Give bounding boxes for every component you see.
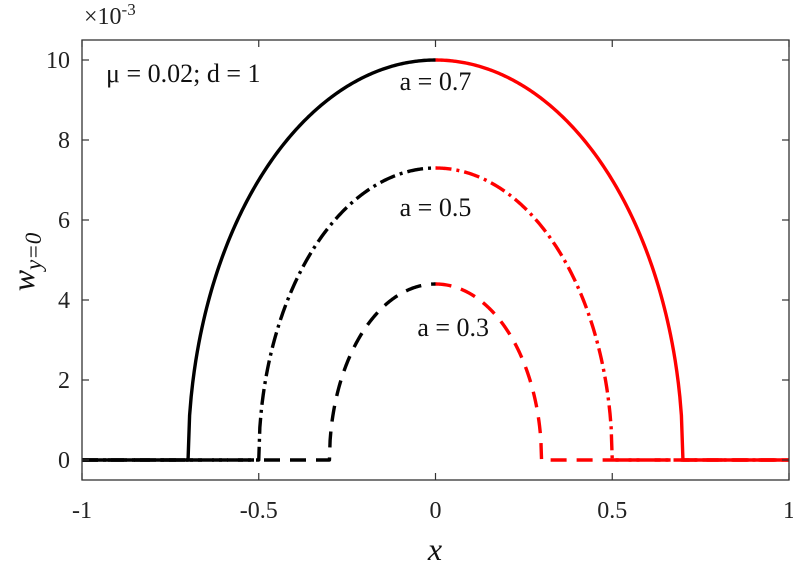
x-tick-label: -1 [72,498,92,524]
x-tick-label: 0.5 [597,498,627,524]
y-tick-label: 10 [46,48,70,74]
series-1-left-curve [82,166,437,462]
x-tick-label: 0 [430,498,442,524]
series-0-label: a = 0.7 [400,67,472,96]
y-multiplier-exponent: -3 [122,0,136,19]
y-tick-label: 8 [58,128,70,154]
x-axis-label: x [427,531,442,566]
y-tick-label: 4 [58,288,70,314]
x-tick-label: 1 [783,498,793,524]
plot-area [82,40,789,480]
series-0-right-curve [435,58,789,462]
series-2-right-curve [434,282,789,462]
series-2-label: a = 0.3 [417,313,489,342]
y-axis-label: wy=0 [5,232,46,291]
series-1-right-curve [434,166,789,462]
series-2-left-curve [82,282,437,462]
params-annotation: μ = 0.02; d = 1 [106,59,261,88]
series-0-left-curve [82,58,436,462]
series-1-label: a = 0.5 [400,193,472,222]
x-tick-label: -0.5 [240,498,278,524]
series-labels: a = 0.7 a = 0.5 a = 0.3 [400,67,489,342]
y-multiplier: ×10-3 [84,0,136,30]
y-tick-label: 2 [58,368,70,394]
series-layer [82,58,789,462]
y-axis-label-subscript: y=0 [21,232,46,272]
y-tick-label: 6 [58,208,70,234]
y-tick-label: 0 [58,448,70,474]
